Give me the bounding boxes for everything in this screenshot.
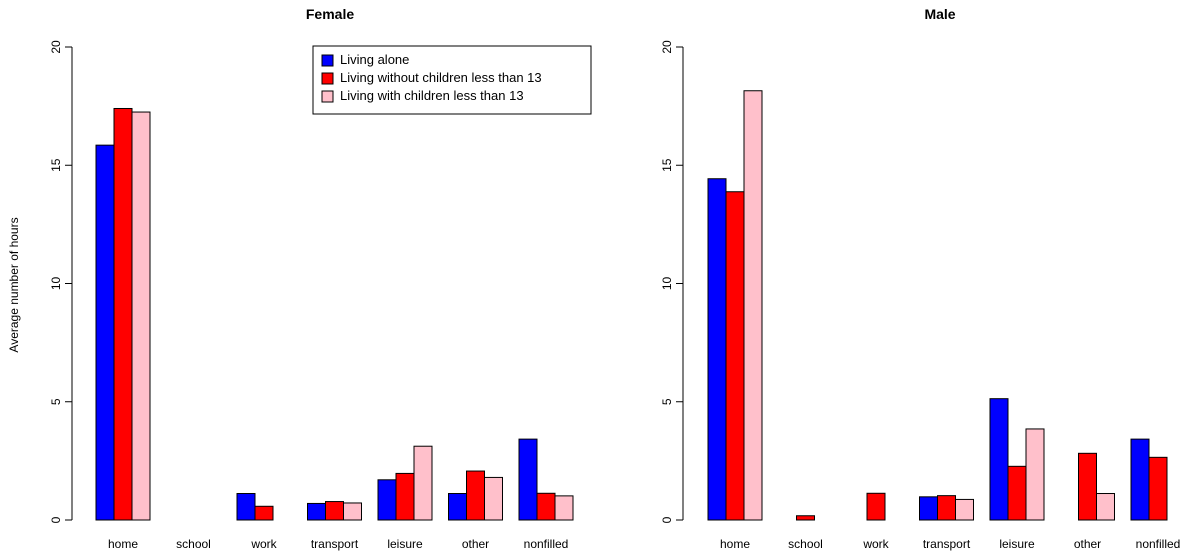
x-tick-label: other	[1074, 537, 1101, 551]
y-axis-ticks: 0 5 10 15 20	[49, 40, 72, 523]
bar	[866, 492, 886, 521]
chart-male: Male 0 5 10 15 20 home school work transport lei…	[660, 6, 1180, 551]
bar	[1025, 428, 1045, 521]
bar	[955, 498, 974, 521]
chart-title: Female	[306, 6, 354, 22]
x-tick-label: transport	[311, 537, 359, 551]
legend-frame	[312, 45, 592, 115]
x-tick-label: home	[108, 537, 138, 551]
category-labels: home school work transport leisure other nonfi…	[720, 537, 1180, 551]
bar	[395, 472, 415, 521]
bar	[725, 191, 745, 521]
bar	[536, 492, 556, 521]
x-tick-label: other	[462, 537, 489, 551]
y-tick-label: 5	[49, 398, 63, 405]
legend-swatch	[321, 90, 334, 103]
category-labels: home school work transport leisure other nonfi…	[108, 537, 568, 551]
bar	[937, 495, 956, 521]
bar	[113, 107, 133, 521]
y-tick-label: 20	[660, 40, 674, 54]
bar	[1096, 493, 1115, 521]
legend-label: Living without children less than 13	[340, 70, 542, 85]
x-tick-label: school	[788, 537, 823, 551]
bar	[1007, 465, 1027, 521]
bar	[325, 501, 344, 521]
bar	[448, 493, 467, 521]
bar	[1130, 438, 1150, 521]
bar	[1078, 452, 1097, 521]
bar	[518, 438, 538, 521]
bar	[796, 515, 815, 521]
bar	[236, 493, 256, 521]
y-axis-label: Average number of hours	[7, 217, 21, 352]
y-tick-label: 0	[49, 516, 63, 523]
bar	[554, 495, 574, 521]
y-tick-label: 15	[49, 158, 63, 172]
bar	[919, 496, 938, 521]
chart-title: Male	[924, 6, 955, 22]
legend: Living alone Living without children less…	[312, 45, 592, 115]
bars	[95, 107, 574, 521]
x-tick-label: work	[862, 537, 889, 551]
x-tick-label: work	[250, 537, 277, 551]
y-tick-label: 5	[660, 398, 674, 405]
bar	[254, 505, 274, 521]
x-tick-label: nonfilled	[1136, 537, 1181, 551]
x-tick-label: nonfilled	[524, 537, 569, 551]
bar	[743, 90, 763, 521]
bar	[989, 398, 1009, 521]
bar	[343, 502, 362, 521]
legend-swatch	[321, 54, 334, 67]
legend-swatch	[321, 72, 334, 85]
bar	[95, 144, 115, 521]
bar	[307, 502, 326, 521]
y-axis-ticks: 0 5 10 15 20	[660, 40, 683, 523]
bar	[377, 479, 397, 521]
legend-label: Living alone	[340, 52, 409, 67]
y-tick-label: 15	[660, 158, 674, 172]
y-tick-label: 20	[49, 40, 63, 54]
x-tick-label: leisure	[999, 537, 1035, 551]
bar	[131, 111, 151, 521]
chart-female: Female Average number of hours 05101520 …	[7, 6, 592, 551]
bar	[466, 470, 485, 521]
bar	[413, 445, 433, 521]
x-tick-label: leisure	[387, 537, 423, 551]
bar	[484, 476, 503, 521]
x-tick-label: transport	[923, 537, 971, 551]
y-tick-label: 10	[660, 277, 674, 291]
y-tick-label: 10	[49, 277, 63, 291]
bars	[707, 90, 1168, 521]
bar	[707, 178, 727, 521]
legend-label: Living with children less than 13	[340, 88, 524, 103]
bar	[1148, 456, 1168, 521]
x-tick-label: school	[176, 537, 211, 551]
x-tick-label: home	[720, 537, 750, 551]
y-tick-label: 0	[660, 516, 674, 523]
